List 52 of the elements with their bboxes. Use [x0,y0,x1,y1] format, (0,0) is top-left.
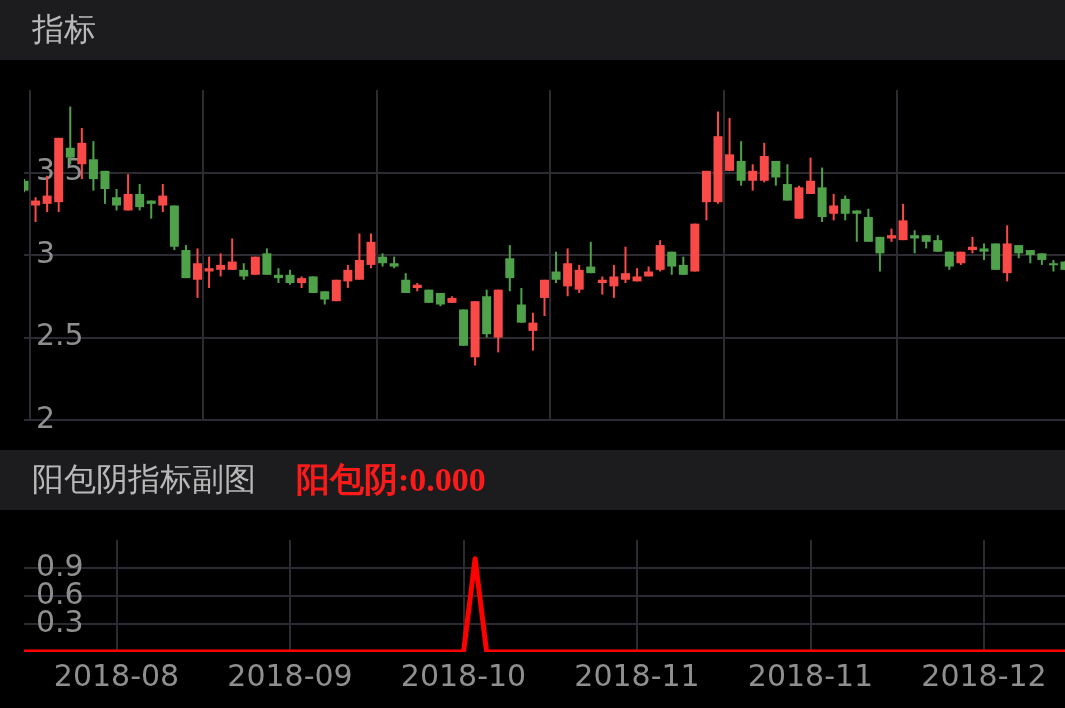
candlestick [806,156,816,195]
text: 阳包阴:0.000 [296,460,486,500]
chart-title: 指标 [32,9,96,50]
candlestick [505,244,515,293]
candlestick [829,192,839,222]
candlestick [563,247,573,298]
candlestick [227,237,237,271]
candlestick [262,247,272,276]
y-tick-label: 2 [36,399,56,435]
candlestick [354,232,364,281]
y-tick-label: 3 [36,234,56,270]
y-tick-label: 2.5 [36,317,84,353]
candlestick [343,263,353,289]
candlestick [100,169,110,205]
candlestick [574,263,584,294]
candlestick [158,183,168,214]
candlestick [88,140,98,192]
candlestick [540,278,549,318]
candlestick [551,250,561,285]
x-tick-label: 2018-09 [227,657,353,693]
candlestick [840,194,850,222]
x-tick-label: 2018-08 [53,657,180,693]
candlestick [748,163,758,192]
candlestick [401,272,411,294]
candlestick [736,140,746,187]
candlestick [852,209,862,243]
candlestick [216,252,226,278]
candlestick [875,235,885,273]
x-tick-label: 2018-12 [921,657,1047,693]
candlestick [609,263,619,299]
candlestick [123,173,133,212]
candlestick [366,232,376,270]
x-tick-label: 2018-10 [400,657,527,693]
candlestick [112,188,122,212]
candlestick [771,159,781,187]
x-tick-label: 2018-11 [574,657,700,693]
chart-title: 阳包阴指标副图 [32,459,256,500]
candlestick [782,163,792,202]
candlestick [910,229,920,255]
candlestick [204,255,214,289]
candlestick [516,287,526,324]
candlestick [678,255,688,276]
candlestick [898,202,908,242]
candlestick [620,245,630,285]
candlestick [725,117,735,172]
candlestick [135,183,145,212]
candlestick [31,196,41,223]
x-tick-label: 2018-11 [747,657,874,693]
candlestick [528,311,538,352]
candlestick [586,240,596,275]
candlestick [193,247,202,299]
candlestick [597,275,607,296]
